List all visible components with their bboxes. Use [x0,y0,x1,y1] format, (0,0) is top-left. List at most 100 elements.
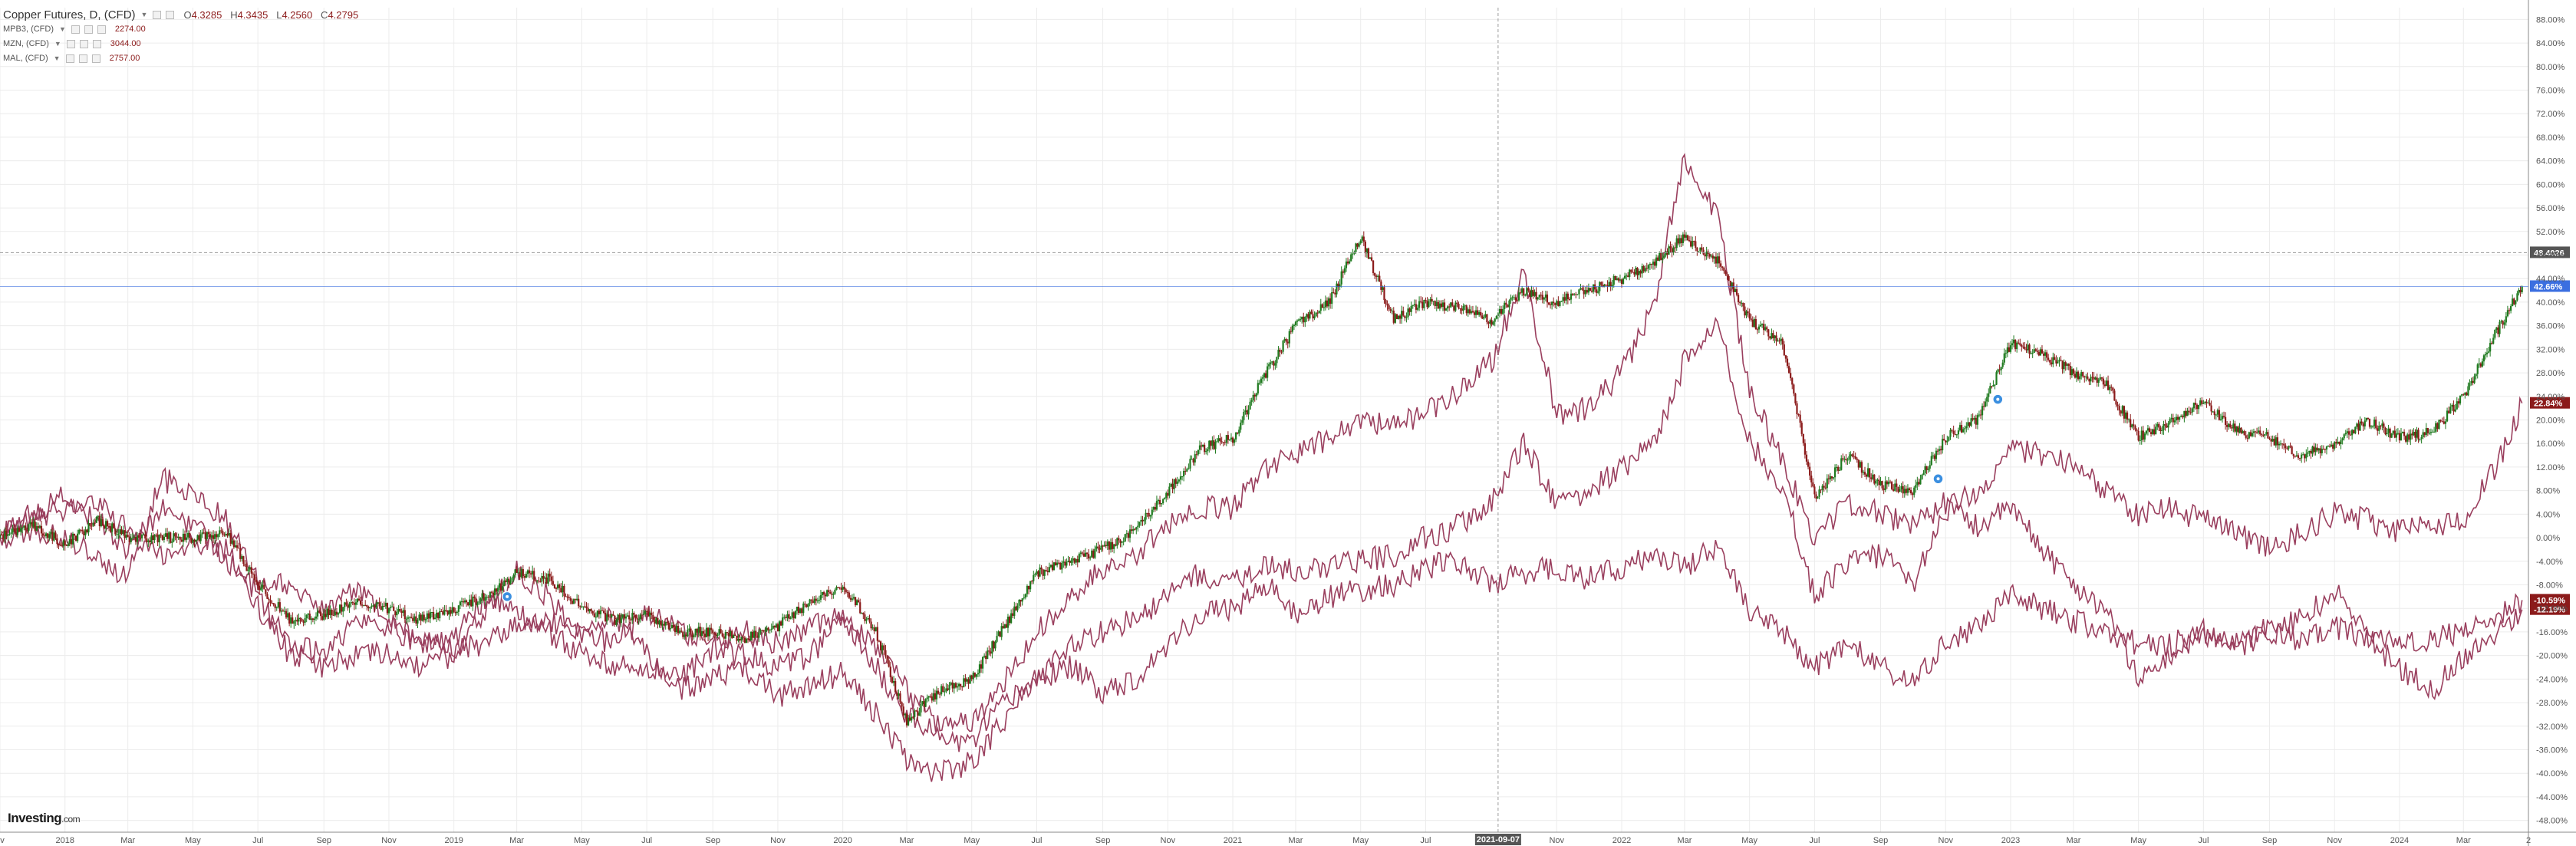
y-tick-label: -20.00% [2536,652,2568,661]
candle-body [1986,397,1988,402]
candle-body [1537,297,1539,300]
candle-body [1100,545,1102,550]
candle-body [1863,472,1866,475]
settings-icon[interactable] [65,54,74,63]
candle-body [705,627,708,637]
candle-body [1759,324,1762,327]
legend-series-mpb3[interactable]: MPB3, (CFD) ▼ 2274.00 [3,22,358,37]
candle-body [48,534,51,538]
candle-body [1294,321,1297,325]
candle-body [301,618,303,622]
candle-body [206,532,208,539]
candle-body [1872,474,1874,479]
legend-series-mal[interactable]: MAL, (CFD) ▼ 2757.00 [3,51,358,66]
x-tick-label: 2024 [2390,836,2409,845]
chevron-down-icon[interactable]: ▼ [140,11,148,18]
candle-body [1280,351,1283,353]
candle-body [533,571,535,581]
candle-body [326,608,328,617]
candle-body [106,521,109,527]
candle-body [183,533,186,540]
chevron-down-icon[interactable]: ▼ [53,54,61,62]
candle-body [2291,446,2293,455]
candle-body [723,636,725,639]
candle-body [1850,454,1852,456]
candle-body [710,627,713,630]
candle-body [25,525,27,531]
dashed-level-label: 48.4026 [2534,249,2564,258]
candle-body [756,636,759,638]
candle-body [1946,440,1948,443]
candle-body [305,614,308,619]
candle-body [694,628,697,636]
candle-body [1566,293,1569,299]
candle-body [1505,302,1507,305]
candle-body [1326,300,1329,307]
chevron-down-icon[interactable]: ▼ [59,25,66,33]
candle-body [954,683,957,688]
candle-body [1099,548,1101,550]
candle-body [700,630,703,636]
candle-body [1404,315,1406,318]
candle-body [262,584,264,588]
candle-body [1470,311,1472,314]
candle-body [187,532,189,538]
candle-body [1780,338,1782,341]
candle-body [393,606,395,611]
candle-body [1270,362,1272,364]
candle-body [978,664,981,673]
series-end-2-badge [2530,603,2570,615]
candle-body [141,534,143,538]
candle-body [1441,302,1444,307]
candle-body [2273,439,2275,446]
y-tick-label: 8.00% [2536,487,2560,496]
candle-body [899,693,901,703]
hide-icon[interactable] [166,11,175,19]
hide-icon[interactable] [84,25,93,34]
candle-body [865,619,868,621]
candle-body [1319,304,1322,311]
candle-body [315,616,318,619]
main-legend-row[interactable]: Copper Futures, D, (CFD) ▼ O4.3285 H4.34… [3,8,358,22]
candle-body [1718,256,1721,264]
candle-body [130,538,132,542]
candle-body [2188,410,2190,413]
candle-body [615,620,618,625]
candle-body [2096,377,2098,383]
candle-body [496,588,499,592]
hide-icon[interactable] [79,40,88,48]
close-icon[interactable] [91,54,100,63]
candle-body [1217,438,1220,441]
candle-body [1249,401,1251,410]
candle-body [1037,571,1039,577]
candle-body [794,611,796,619]
chevron-down-icon[interactable]: ▼ [54,40,61,48]
candle-body [699,627,701,636]
settings-icon[interactable] [153,11,162,19]
candle-body [852,597,855,599]
close-icon[interactable] [97,25,106,34]
candle-body [2030,353,2032,354]
instrument-title[interactable]: Copper Futures, D, (CFD) [3,8,136,21]
candle-body [1361,236,1363,241]
candle-body [2360,421,2363,424]
settings-icon[interactable] [71,25,80,34]
candle-body [1916,482,1919,486]
settings-icon[interactable] [66,40,75,48]
close-icon[interactable] [92,40,101,48]
legend-series-mzn[interactable]: MZN, (CFD) ▼ 3044.00 [3,37,358,51]
candle-body [809,599,811,604]
candle-body [1972,418,1974,420]
candle-body [2039,349,2042,356]
candle-body [2321,449,2323,453]
candle-body [658,621,660,625]
candle-body [171,541,173,543]
candle-body [78,529,81,534]
candle-body [2448,410,2450,413]
candle-body [727,633,730,637]
candle-body [124,530,126,538]
candle-body [219,530,221,535]
candle-body [2126,412,2129,420]
hide-icon[interactable] [78,54,87,63]
